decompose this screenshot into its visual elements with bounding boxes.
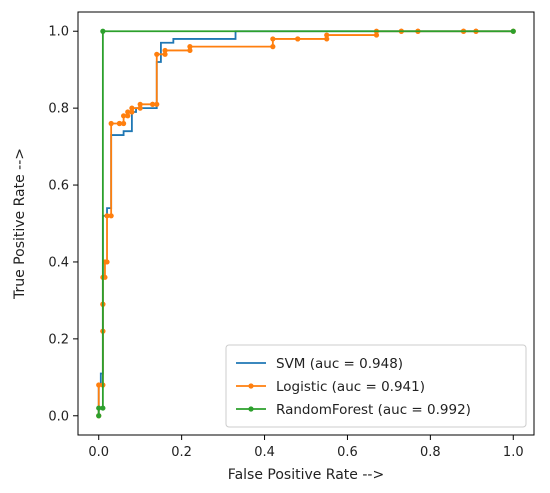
data-point: [104, 213, 110, 219]
data-point: [116, 120, 123, 127]
data-point: [162, 47, 168, 54]
series-layer: [96, 28, 516, 419]
x-axis-ticks: 0.0 0.2 0.4 0.6 0.8 1.0: [88, 435, 524, 460]
y-axis-ticks: 0.0 0.2 0.4 0.6 0.8 1.0: [48, 25, 78, 424]
y-tick-label: 0.4: [48, 255, 69, 270]
x-tick-label: 0.6: [337, 445, 358, 460]
y-tick-label: 1.0: [48, 25, 69, 40]
y-axis-label: True Positive Rate -->: [12, 148, 28, 300]
legend-label: RandomForest (auc = 0.992): [276, 402, 471, 418]
data-point: [324, 32, 330, 38]
data-point: [150, 101, 156, 107]
data-point: [125, 113, 131, 119]
data-point: [121, 120, 127, 127]
data-point: [96, 405, 102, 411]
data-point: [129, 109, 135, 115]
data-point: [270, 36, 276, 42]
data-point: [324, 36, 330, 42]
data-point: [100, 405, 106, 411]
plot-frame: [77, 11, 535, 436]
x-tick-label: 0.2: [171, 445, 192, 460]
legend-marker: [248, 383, 254, 389]
data-point: [137, 105, 143, 111]
data-point: [96, 413, 102, 419]
data-point: [125, 109, 131, 115]
y-tick-label: 0.2: [48, 332, 69, 347]
data-point: [121, 113, 127, 119]
x-tick-label: 0.0: [88, 445, 109, 460]
data-point: [108, 120, 114, 127]
y-tick-label: 0.8: [48, 102, 69, 117]
legend-label: SVM (auc = 0.948): [276, 356, 403, 372]
data-point: [295, 36, 301, 42]
data-point: [129, 105, 135, 111]
data-point: [104, 259, 110, 265]
x-tick-label: 1.0: [503, 445, 524, 460]
legend: SVM (auc = 0.948) Logistic (auc = 0.941) R…: [225, 344, 527, 428]
series-randomforest: [96, 28, 516, 419]
data-point: [154, 101, 160, 107]
legend-box: [225, 344, 527, 428]
data-point: [100, 28, 106, 34]
data-point: [270, 44, 276, 50]
data-point: [96, 382, 102, 388]
data-point: [373, 32, 380, 38]
x-tick-label: 0.4: [254, 445, 275, 460]
data-point: [187, 47, 193, 54]
legend-marker: [248, 406, 254, 412]
data-point: [154, 51, 160, 57]
data-point: [108, 213, 114, 219]
x-axis-label: False Positive Rate -->: [228, 467, 384, 483]
x-tick-label: 0.8: [420, 445, 441, 460]
data-point: [137, 101, 143, 107]
data-point: [510, 28, 516, 34]
data-point: [162, 51, 168, 57]
y-tick-label: 0.6: [48, 179, 69, 194]
y-tick-label: 0.0: [48, 409, 69, 424]
data-point: [187, 44, 193, 50]
legend-label: Logistic (auc = 0.941): [276, 379, 425, 395]
